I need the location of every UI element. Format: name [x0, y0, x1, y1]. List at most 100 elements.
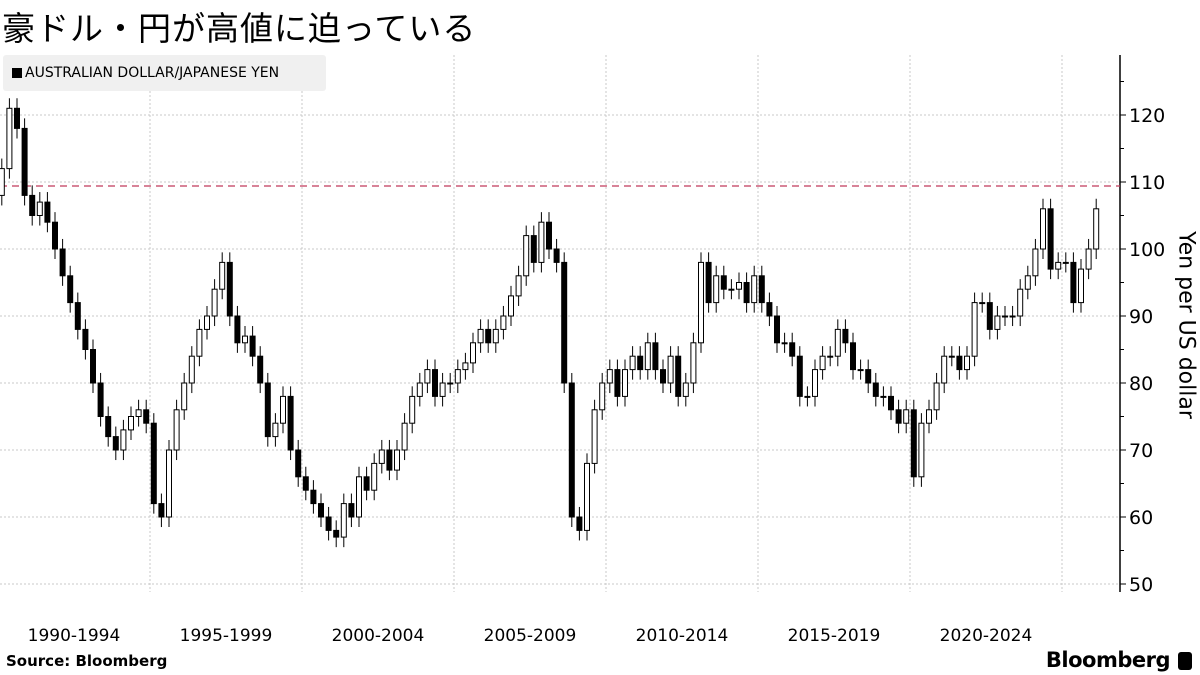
- candle-body: [340, 503, 347, 538]
- candle-body: [492, 328, 499, 344]
- candle-body: [629, 355, 636, 371]
- candle-body: [903, 409, 910, 424]
- candle-body: [52, 221, 58, 250]
- candle-body: [29, 194, 36, 216]
- x-tick-label: 2020-2024: [940, 626, 1033, 646]
- y-tick-label: 60: [1129, 507, 1153, 529]
- candle-body: [948, 355, 955, 358]
- candle-body: [758, 275, 765, 304]
- y-tick-label: 90: [1129, 306, 1153, 328]
- candle-body: [394, 449, 400, 471]
- candle-body: [97, 382, 104, 417]
- y-tick-label: 80: [1129, 373, 1153, 395]
- x-tick-label: 1990-1994: [28, 626, 121, 646]
- candle-body: [1040, 208, 1046, 250]
- candle-body: [386, 449, 393, 471]
- candle-body: [568, 382, 575, 518]
- candle-body: [918, 422, 925, 478]
- x-tick-label: 2005-2009: [484, 626, 577, 646]
- candle-body: [287, 395, 294, 451]
- candle-body: [971, 302, 978, 357]
- candle-body: [196, 328, 203, 357]
- candle-body: [637, 355, 644, 371]
- candle-body: [44, 201, 51, 223]
- candle-body: [508, 295, 514, 317]
- candle-body: [128, 416, 134, 431]
- candle-body: [166, 449, 172, 518]
- candle-body: [1024, 275, 1031, 290]
- candle-body: [986, 302, 993, 330]
- candle-body: [774, 315, 780, 344]
- candle-body: [888, 395, 894, 411]
- candle-body: [416, 382, 423, 397]
- candle-body: [1009, 315, 1016, 318]
- candle-body: [880, 395, 887, 398]
- candle-body: [477, 328, 484, 344]
- candle-body: [956, 355, 963, 371]
- candle-body: [462, 362, 469, 371]
- candle-body: [470, 342, 476, 364]
- candle-body: [36, 201, 43, 217]
- candle-body: [705, 261, 712, 304]
- candle-body: [74, 302, 81, 330]
- candle-body: [698, 261, 704, 344]
- candle-body: [720, 275, 727, 290]
- source-note: Source: Bloomberg: [6, 652, 168, 670]
- x-tick-label: 2015-2019: [788, 626, 881, 646]
- y-tick-label: 110: [1129, 172, 1165, 194]
- candle-body: [310, 489, 317, 505]
- candle-body: [804, 395, 811, 398]
- candle-body: [812, 369, 818, 397]
- candle-body: [234, 315, 241, 344]
- candle-body: [348, 503, 355, 518]
- legend-label: AUSTRALIAN DOLLAR/JAPANESE YEN: [25, 65, 280, 81]
- candle-body: [120, 429, 127, 451]
- y-tick-label: 100: [1129, 239, 1165, 261]
- candle-body: [272, 422, 279, 438]
- chart-title: 豪ドル・円が高値に迫っている: [2, 9, 477, 48]
- candle-body: [454, 369, 461, 384]
- candle-body: [872, 382, 879, 397]
- candle-body: [1093, 208, 1100, 250]
- candle-body: [143, 409, 150, 424]
- candle-body: [736, 282, 742, 290]
- candle-body: [865, 369, 872, 384]
- candle-body: [302, 476, 309, 491]
- candle-body: [523, 235, 530, 277]
- candle-body: [667, 355, 674, 384]
- candle-body: [850, 342, 856, 371]
- candle-body: [796, 355, 803, 397]
- y-axis-label: Yen per US dollar: [1173, 231, 1199, 419]
- candle-body: [606, 369, 613, 384]
- candle-body: [356, 476, 362, 518]
- candle-body: [6, 107, 13, 170]
- candle-body: [264, 382, 271, 438]
- legend: AUSTRALIAN DOLLAR/JAPANESE YEN: [3, 55, 326, 91]
- candle-body: [926, 409, 932, 424]
- candle-body: [325, 516, 332, 531]
- bloomberg-logo-icon: [1178, 652, 1192, 670]
- candle-body: [660, 369, 666, 384]
- candle-body: [743, 282, 750, 304]
- candle-body: [561, 261, 568, 384]
- candle-body: [979, 302, 986, 305]
- candle-body: [211, 288, 218, 317]
- candle-body: [432, 369, 438, 397]
- candle-body: [933, 382, 940, 411]
- candle-body: [584, 462, 590, 531]
- candle-body: [622, 369, 628, 397]
- candle-body: [378, 449, 385, 464]
- candle-body: [401, 422, 408, 451]
- candle-body: [318, 503, 324, 518]
- candle-body: [257, 355, 264, 384]
- candle-body: [652, 342, 659, 371]
- candle-body: [910, 409, 917, 478]
- candle-body: [363, 476, 370, 491]
- x-tick-label: 2000-2004: [332, 626, 425, 646]
- candle-body: [713, 275, 720, 304]
- candle-body: [371, 462, 378, 491]
- y-tick-label: 70: [1129, 440, 1153, 462]
- candle-body: [591, 409, 598, 464]
- candle-body: [827, 355, 834, 358]
